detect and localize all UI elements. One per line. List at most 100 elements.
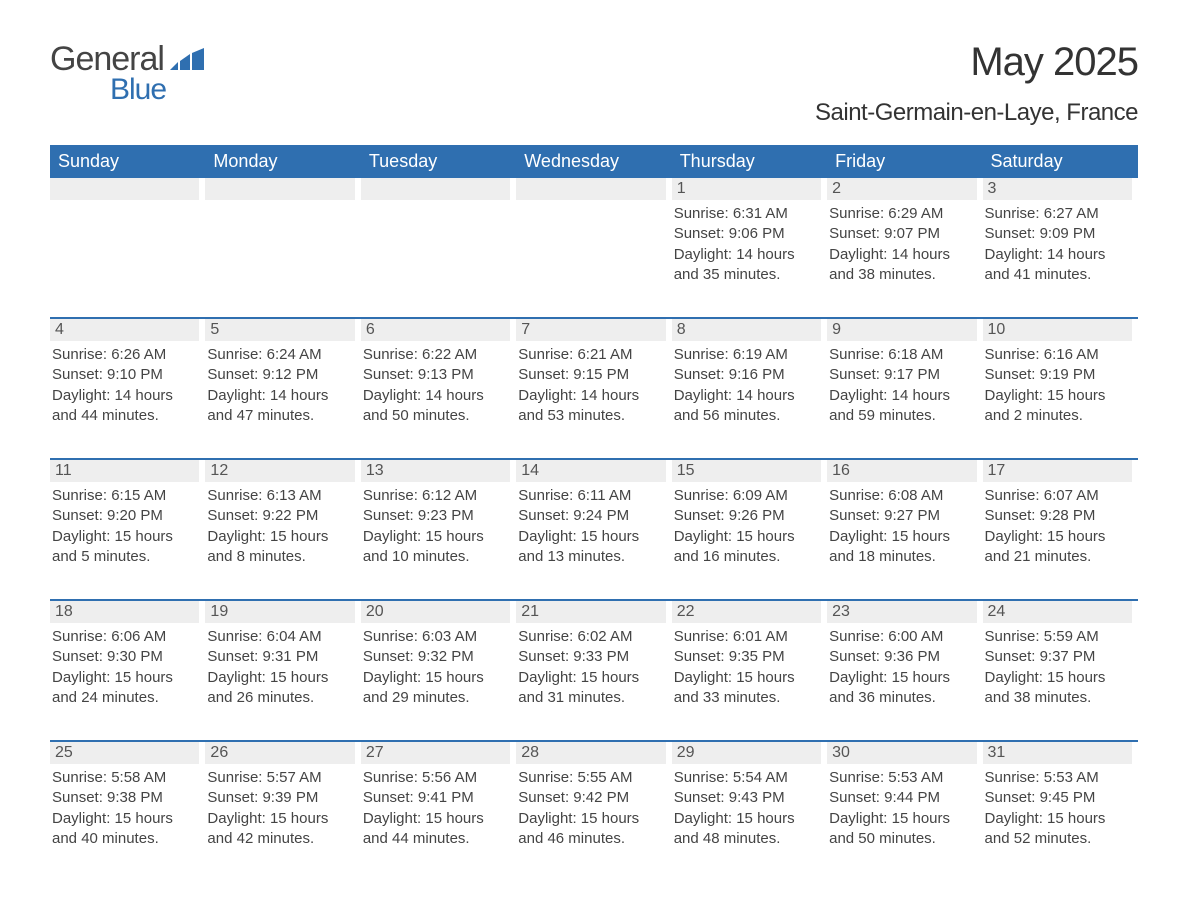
- sunset-line: Sunset: 9:06 PM: [674, 224, 817, 244]
- day-number: 20: [361, 601, 510, 623]
- day-details: Sunrise: 6:09 AMSunset: 9:26 PMDaylight:…: [672, 486, 821, 567]
- daylight-line: Daylight: 14 hours and 44 minutes.: [52, 386, 195, 427]
- sunset-line: Sunset: 9:45 PM: [985, 788, 1128, 808]
- sunset-line: Sunset: 9:12 PM: [207, 365, 350, 385]
- header-row: General Blue May 2025 Saint-Germain-en-L…: [50, 40, 1138, 127]
- day-number: 27: [361, 742, 510, 764]
- daylight-line: Daylight: 15 hours and 46 minutes.: [518, 809, 661, 850]
- sunset-line: Sunset: 9:07 PM: [829, 224, 972, 244]
- week-row: 11Sunrise: 6:15 AMSunset: 9:20 PMDayligh…: [50, 458, 1138, 573]
- sunrise-line: Sunrise: 6:00 AM: [829, 627, 972, 647]
- day-details: Sunrise: 6:12 AMSunset: 9:23 PMDaylight:…: [361, 486, 510, 567]
- day-cell-empty: [361, 178, 516, 291]
- sunset-line: Sunset: 9:28 PM: [985, 506, 1128, 526]
- daylight-line: Daylight: 15 hours and 24 minutes.: [52, 668, 195, 709]
- sunset-line: Sunset: 9:24 PM: [518, 506, 661, 526]
- sunset-line: Sunset: 9:27 PM: [829, 506, 972, 526]
- day-number: 21: [516, 601, 665, 623]
- sunrise-line: Sunrise: 6:26 AM: [52, 345, 195, 365]
- weekday-header-cell: Sunday: [50, 145, 205, 178]
- day-cell-empty: [516, 178, 671, 291]
- day-details: Sunrise: 6:00 AMSunset: 9:36 PMDaylight:…: [827, 627, 976, 708]
- daylight-line: Daylight: 14 hours and 47 minutes.: [207, 386, 350, 427]
- day-details: Sunrise: 5:53 AMSunset: 9:44 PMDaylight:…: [827, 768, 976, 849]
- sunrise-line: Sunrise: 5:57 AM: [207, 768, 350, 788]
- day-cell: 26Sunrise: 5:57 AMSunset: 9:39 PMDayligh…: [205, 742, 360, 855]
- weekday-header-cell: Thursday: [672, 145, 827, 178]
- daylight-line: Daylight: 14 hours and 38 minutes.: [829, 245, 972, 286]
- day-details: Sunrise: 6:03 AMSunset: 9:32 PMDaylight:…: [361, 627, 510, 708]
- sunrise-line: Sunrise: 6:09 AM: [674, 486, 817, 506]
- sunrise-line: Sunrise: 6:15 AM: [52, 486, 195, 506]
- weeks-container: 1Sunrise: 6:31 AMSunset: 9:06 PMDaylight…: [50, 178, 1138, 855]
- sunset-line: Sunset: 9:23 PM: [363, 506, 506, 526]
- sunrise-line: Sunrise: 5:55 AM: [518, 768, 661, 788]
- day-details: Sunrise: 5:59 AMSunset: 9:37 PMDaylight:…: [983, 627, 1132, 708]
- day-details: Sunrise: 6:21 AMSunset: 9:15 PMDaylight:…: [516, 345, 665, 426]
- brand-text-blue: Blue: [110, 73, 204, 107]
- sunrise-line: Sunrise: 5:54 AM: [674, 768, 817, 788]
- day-cell: 16Sunrise: 6:08 AMSunset: 9:27 PMDayligh…: [827, 460, 982, 573]
- sunrise-line: Sunrise: 6:21 AM: [518, 345, 661, 365]
- day-number: 6: [361, 319, 510, 341]
- day-details: Sunrise: 6:26 AMSunset: 9:10 PMDaylight:…: [50, 345, 199, 426]
- sunrise-line: Sunrise: 6:19 AM: [674, 345, 817, 365]
- daylight-line: Daylight: 15 hours and 21 minutes.: [985, 527, 1128, 568]
- sunset-line: Sunset: 9:19 PM: [985, 365, 1128, 385]
- sunrise-line: Sunrise: 6:07 AM: [985, 486, 1128, 506]
- title-block: May 2025 Saint-Germain-en-Laye, France: [815, 40, 1138, 127]
- day-details: Sunrise: 6:27 AMSunset: 9:09 PMDaylight:…: [983, 204, 1132, 285]
- day-details: Sunrise: 6:31 AMSunset: 9:06 PMDaylight:…: [672, 204, 821, 285]
- day-details: Sunrise: 5:53 AMSunset: 9:45 PMDaylight:…: [983, 768, 1132, 849]
- day-number: 24: [983, 601, 1132, 623]
- daylight-line: Daylight: 15 hours and 2 minutes.: [985, 386, 1128, 427]
- daylight-line: Daylight: 15 hours and 26 minutes.: [207, 668, 350, 709]
- day-cell: 12Sunrise: 6:13 AMSunset: 9:22 PMDayligh…: [205, 460, 360, 573]
- day-details: Sunrise: 6:18 AMSunset: 9:17 PMDaylight:…: [827, 345, 976, 426]
- daylight-line: Daylight: 15 hours and 31 minutes.: [518, 668, 661, 709]
- daylight-line: Daylight: 15 hours and 8 minutes.: [207, 527, 350, 568]
- day-number: 7: [516, 319, 665, 341]
- sunrise-line: Sunrise: 6:08 AM: [829, 486, 972, 506]
- daylight-line: Daylight: 14 hours and 59 minutes.: [829, 386, 972, 427]
- sunset-line: Sunset: 9:41 PM: [363, 788, 506, 808]
- day-number: 22: [672, 601, 821, 623]
- sunset-line: Sunset: 9:13 PM: [363, 365, 506, 385]
- daylight-line: Daylight: 15 hours and 5 minutes.: [52, 527, 195, 568]
- daylight-line: Daylight: 15 hours and 13 minutes.: [518, 527, 661, 568]
- week-row: 25Sunrise: 5:58 AMSunset: 9:38 PMDayligh…: [50, 740, 1138, 855]
- sunset-line: Sunset: 9:32 PM: [363, 647, 506, 667]
- day-cell: 31Sunrise: 5:53 AMSunset: 9:45 PMDayligh…: [983, 742, 1138, 855]
- sunrise-line: Sunrise: 6:12 AM: [363, 486, 506, 506]
- sunset-line: Sunset: 9:33 PM: [518, 647, 661, 667]
- daylight-line: Daylight: 15 hours and 50 minutes.: [829, 809, 972, 850]
- sunrise-line: Sunrise: 5:56 AM: [363, 768, 506, 788]
- day-number: [516, 178, 665, 200]
- sunset-line: Sunset: 9:43 PM: [674, 788, 817, 808]
- day-number: 13: [361, 460, 510, 482]
- day-cell: 21Sunrise: 6:02 AMSunset: 9:33 PMDayligh…: [516, 601, 671, 714]
- day-number: 28: [516, 742, 665, 764]
- daylight-line: Daylight: 15 hours and 44 minutes.: [363, 809, 506, 850]
- sunrise-line: Sunrise: 5:59 AM: [985, 627, 1128, 647]
- daylight-line: Daylight: 15 hours and 33 minutes.: [674, 668, 817, 709]
- day-cell: 25Sunrise: 5:58 AMSunset: 9:38 PMDayligh…: [50, 742, 205, 855]
- day-number: 3: [983, 178, 1132, 200]
- week-row: 18Sunrise: 6:06 AMSunset: 9:30 PMDayligh…: [50, 599, 1138, 714]
- day-cell-empty: [50, 178, 205, 291]
- sunrise-line: Sunrise: 6:31 AM: [674, 204, 817, 224]
- calendar-grid: SundayMondayTuesdayWednesdayThursdayFrid…: [50, 145, 1138, 855]
- weekday-header-cell: Monday: [205, 145, 360, 178]
- day-cell: 27 Sunrise: 5:56 AMSunset: 9:41 PMDayligh…: [361, 742, 516, 855]
- day-cell: 18Sunrise: 6:06 AMSunset: 9:30 PMDayligh…: [50, 601, 205, 714]
- day-number: 15: [672, 460, 821, 482]
- day-cell: 9Sunrise: 6:18 AMSunset: 9:17 PMDaylight…: [827, 319, 982, 432]
- day-details: Sunrise: 6:08 AMSunset: 9:27 PMDaylight:…: [827, 486, 976, 567]
- day-number: 4: [50, 319, 199, 341]
- month-year-title: May 2025: [815, 40, 1138, 85]
- sunrise-line: Sunrise: 6:03 AM: [363, 627, 506, 647]
- sunset-line: Sunset: 9:39 PM: [207, 788, 350, 808]
- daylight-line: Daylight: 14 hours and 50 minutes.: [363, 386, 506, 427]
- sunrise-line: Sunrise: 6:24 AM: [207, 345, 350, 365]
- sunset-line: Sunset: 9:36 PM: [829, 647, 972, 667]
